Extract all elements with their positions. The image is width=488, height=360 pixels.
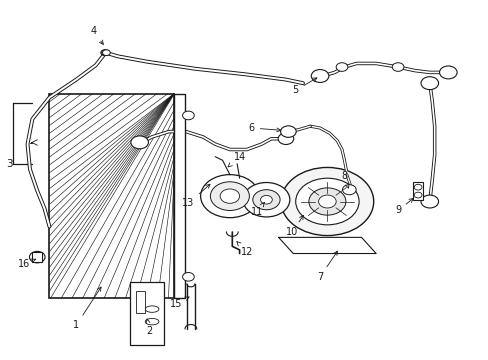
Text: 13: 13 [182,184,209,208]
Circle shape [101,50,108,55]
Circle shape [311,69,328,82]
Circle shape [102,50,110,55]
Circle shape [281,167,373,235]
Circle shape [420,195,438,208]
Circle shape [220,189,239,203]
Text: 2: 2 [146,319,152,336]
Circle shape [342,185,355,195]
Circle shape [318,195,335,208]
Text: 3: 3 [6,159,13,169]
Circle shape [439,66,456,79]
Circle shape [420,77,438,90]
Text: 12: 12 [236,242,253,257]
Bar [130,282,163,345]
Text: 7: 7 [316,251,337,282]
Circle shape [252,190,280,210]
Text: 15: 15 [170,297,189,309]
Ellipse shape [145,319,159,325]
Text: 8: 8 [341,171,348,188]
Circle shape [280,126,296,137]
Circle shape [131,136,148,149]
Text: 6: 6 [248,123,280,133]
Bar [136,291,144,313]
Text: 14: 14 [228,152,245,167]
Circle shape [413,184,421,190]
Circle shape [243,183,289,217]
Circle shape [278,133,293,144]
Text: 16: 16 [18,259,36,269]
Text: 4: 4 [90,26,103,44]
Bar [412,182,423,200]
Circle shape [335,63,347,71]
Bar [173,94,184,298]
Circle shape [200,175,259,218]
Circle shape [182,273,194,281]
Text: 5: 5 [292,78,316,95]
Text: 11: 11 [250,202,264,217]
Circle shape [210,182,249,211]
Text: 1: 1 [73,287,101,330]
Circle shape [182,111,194,120]
Circle shape [391,63,403,71]
Circle shape [413,192,421,198]
Circle shape [295,178,358,225]
Circle shape [260,195,272,204]
Bar [32,252,42,262]
Bar [49,94,173,298]
Text: 9: 9 [394,198,412,216]
Ellipse shape [145,306,159,312]
Circle shape [102,50,109,55]
Circle shape [308,188,345,215]
Circle shape [29,251,45,263]
Text: 10: 10 [285,215,303,237]
